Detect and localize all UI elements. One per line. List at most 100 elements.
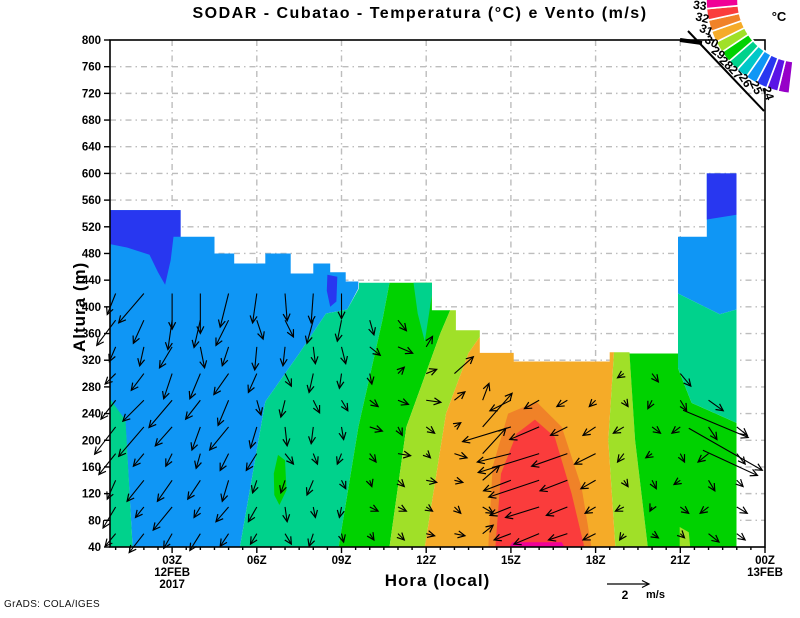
x-tick-label: 00Z [755,555,775,567]
wind-arrow [208,426,230,452]
wind-arrow [461,426,512,444]
wind-arrow [504,506,540,520]
wind-arrow [426,368,438,376]
wind-arrow [616,370,626,379]
y-tick-label: 80 [88,515,101,527]
wind-arrow [130,373,145,392]
wind-arrow [492,533,512,542]
wind-arrow [454,476,465,485]
legend-wedge-magenta [705,0,740,10]
wind-arrow [251,346,260,372]
wind-arrow [452,421,462,430]
wind-arrow [476,453,512,465]
legend-end-tick [679,38,703,45]
wind-arrow [121,399,145,423]
wind-arrow [312,399,321,415]
wind-arrow [106,480,117,501]
wind-arrow [334,320,343,343]
wind-arrow [247,506,258,523]
temp-band-blue-spike [706,173,737,220]
wind-arrow [547,533,568,542]
wind-arrow [650,530,660,539]
wind-arrow [397,346,414,355]
wind-arrow [736,426,749,437]
wind-arrow [369,504,380,512]
wind-arrow [649,503,657,513]
wind-arrow [105,293,117,316]
wind-arrow [670,425,681,435]
wind-arrow [425,425,436,435]
wind-arrow [307,533,316,548]
legend-tick-label: 25 [747,79,766,97]
wind-arrow [117,426,145,458]
plot-border [109,39,766,548]
wind-arrow [187,479,201,501]
wind-arrow [512,533,540,546]
y-tick-label: 680 [82,115,101,127]
wind-arrow [368,453,377,464]
wind-arrow [425,335,434,348]
temp-band-blue-cap [110,210,181,285]
wind-arrow [284,453,295,466]
y-tick-label: 520 [82,222,101,234]
wind-arrow [340,399,349,412]
wind-arrow [581,426,596,437]
wind-arrow [397,319,408,332]
wind-arrow [396,366,406,375]
x-tick-label: 06Z [247,555,267,567]
wind-arrow [117,293,145,324]
wind-arrow [164,320,173,351]
wind-arrow [368,320,376,337]
wind-arrow [340,346,348,365]
wind-arrow [282,506,291,524]
y-tick-label: 760 [82,62,101,74]
temp-band-blue-pocket [326,274,338,307]
wind-arrow [308,426,317,446]
wind-arrow [190,426,201,452]
wind-arrow [311,453,319,466]
wind-arrow [454,451,469,460]
wind-arrow [137,346,146,368]
wind-arrow [735,478,745,488]
wind-arrow [148,399,173,429]
wind-arrow [191,320,201,349]
wind-arrow [165,453,173,468]
x-axis-title: Hora (local) [384,571,491,590]
y-tick-label: 600 [82,168,101,180]
wind-arrow [482,524,495,535]
wind-arrow [649,480,657,490]
temp-band-green-right [629,353,737,547]
wind-arrow [338,533,346,544]
wind-arrow [708,533,721,543]
wind-arrow [677,453,686,464]
wind-arrow [651,425,662,435]
wind-arrow [581,533,596,541]
chart-title: SODAR - Cubatao - Temperatura (°C) e Ven… [192,5,648,22]
wind-arrow [256,320,265,341]
wind-arrow [488,506,512,517]
wind-arrow [579,479,596,490]
wind-arrow [476,453,540,475]
wind-arrow [647,399,655,410]
wind-arrow [396,478,406,488]
wind-arrow [132,319,145,345]
wind-arrow [696,453,709,463]
wind-arrow [249,533,258,546]
temp-band-spring-left [110,398,133,547]
wind-arrow [708,399,725,412]
wind-arrow [482,464,501,481]
wind-arrow [152,506,173,532]
wind-arrow [679,506,690,515]
x-tick-label: 09Z [332,555,352,567]
wind-arrow [336,373,345,390]
wind-arrow [154,426,173,447]
wind-arrow [396,532,406,541]
temp-band-yellowgreen-right [608,352,648,547]
x-tick-label: 03Z [162,555,182,567]
wind-arrow [538,479,568,493]
y-tick-label: 40 [88,542,101,554]
wind-arrow [366,373,375,386]
wind-arrow [620,398,629,408]
y-tick-label: 640 [82,142,101,154]
